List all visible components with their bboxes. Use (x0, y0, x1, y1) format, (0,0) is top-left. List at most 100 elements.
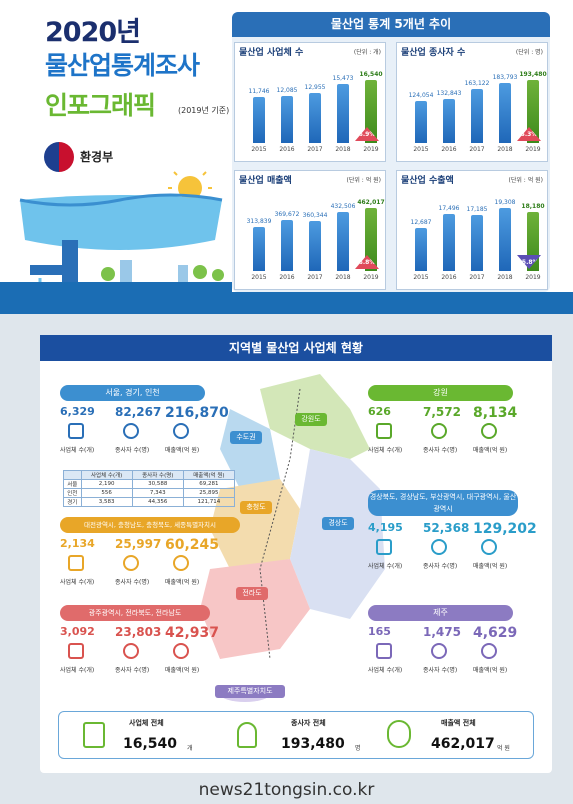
trend-bar (309, 221, 321, 271)
region-chung-title: 대전광역시, 충청남도, 충청북도, 세종특별자치시 (60, 517, 240, 533)
totals-box: 사업체 전체 16,540 개 종사자 전체 193,480 명 매출액 전체 … (58, 711, 534, 759)
person-icon (431, 539, 447, 555)
trend-chart-unit: (단위 : 개) (353, 49, 381, 56)
trend-year-label: 2015 (413, 146, 429, 153)
total-biz-label: 사업체 전체 (129, 719, 164, 727)
trend-year-label: 2015 (251, 146, 267, 153)
trend-year-label: 2018 (335, 274, 351, 281)
trend-bar-value: 124,054 (408, 92, 434, 99)
building-icon (68, 423, 84, 439)
money-bag-icon (173, 555, 189, 571)
trend-bar-value: 132,843 (436, 90, 462, 97)
trend-chart: 물산업 종사자 수 (단위 : 명) 124,054 2015 132,843 2016 1… (396, 42, 548, 162)
top-divider (0, 292, 573, 314)
trend-year-label: 2016 (441, 146, 457, 153)
trend-bar (337, 84, 349, 143)
building-icon (83, 722, 105, 748)
trend-bar (415, 228, 427, 271)
table-cell: 44,356 (131, 497, 184, 507)
trend-bar (365, 208, 377, 271)
region-seoul-title: 서울, 경기, 인천 (60, 385, 205, 401)
title-main: 물산업통계조사 (45, 51, 200, 80)
trend-bar-value: 19,308 (494, 199, 516, 206)
total-emp-unit: 명 (355, 745, 361, 752)
region-jeju-title: 제주 (368, 605, 513, 621)
total-rev-label: 매출액 전체 (441, 719, 476, 727)
trend-year-label: 2019 (363, 274, 379, 281)
trend-year-label: 2018 (497, 274, 513, 281)
region-emp-label: 종사자 수(명) (423, 447, 458, 454)
money-bag-icon (481, 643, 497, 659)
money-bag-icon (481, 423, 497, 439)
region-biz-value: 4,195 (368, 521, 403, 534)
map-tag-gangwon: 강원도 (295, 413, 327, 426)
region-emp-label: 종사자 수(명) (423, 667, 458, 674)
region-rev-value: 129,202 (473, 521, 537, 537)
region-biz-value: 165 (368, 625, 391, 638)
regional-card: 지역별 물산업 사업체 현황 수도권 강원도 충청도 경상도 전라도 제주특별자… (40, 335, 552, 773)
trend-bar (471, 89, 483, 143)
trend-bar-value: 369,672 (274, 211, 300, 218)
region-biz-value: 626 (368, 405, 391, 418)
table-cell: 인천 (63, 488, 82, 498)
region-emp-label: 종사자 수(명) (115, 579, 150, 586)
trend-bar-value: 12,085 (276, 87, 298, 94)
table-cell: 69,281 (182, 479, 236, 489)
region-emp-value: 82,267 (115, 405, 162, 419)
total-emp-value: 193,480 (281, 736, 345, 752)
trend-year-label: 2015 (251, 274, 267, 281)
trend-bar-value: 12,687 (410, 219, 432, 226)
trend-chart-unit: (단위 : 명) (515, 49, 543, 56)
region-rev-label: 매출액(억 원) (473, 563, 508, 570)
region-emp-label: 종사자 수(명) (423, 563, 458, 570)
ministry-logo-icon (44, 142, 74, 172)
table-head: 사업체 수(개) (80, 470, 133, 480)
title-year: 2020년 (45, 17, 141, 48)
trend-chart-title: 물산업 종사자 수 (401, 48, 466, 58)
region-gyeong-title: 경상북도, 경상남도, 부산광역시, 대구광역시, 울산광역시 (368, 490, 518, 516)
trend-heading: 물산업 통계 5개년 추이 (232, 12, 550, 37)
person-icon (431, 643, 447, 659)
seoul-breakdown-table: 사업체 수(개) 종사자 수(명) 매출액(억 원) 서울 2,190 30,588 69… (63, 470, 236, 507)
trend-year-label: 2015 (413, 274, 429, 281)
region-biz-label: 사업체 수(개) (60, 579, 95, 586)
region-emp-value: 1,475 (423, 625, 461, 639)
region-biz-label: 사업체 수(개) (368, 563, 403, 570)
region-biz-value: 6,329 (60, 405, 95, 418)
trend-bar-value: 11,746 (248, 88, 270, 95)
total-biz-unit: 개 (187, 745, 193, 752)
money-bag-icon (173, 423, 189, 439)
region-emp-value: 25,997 (115, 537, 162, 551)
trend-chart: 물산업 매출액 (단위 : 억 원) 313,839 2015 369,672 2016 3… (234, 170, 386, 290)
trend-bar (309, 93, 321, 143)
map-tag-jeju: 제주특별자치도 (215, 685, 285, 698)
trend-year-label: 2016 (441, 274, 457, 281)
person-icon (123, 423, 139, 439)
trend-bar-value: 12,955 (304, 84, 326, 91)
trend-bar (443, 99, 455, 143)
trend-bar-value: 17,185 (466, 206, 488, 213)
total-biz-value: 16,540 (123, 736, 178, 752)
trend-year-label: 2017 (307, 146, 323, 153)
money-bag-icon (481, 539, 497, 555)
trend-bar-value: 193,480 (519, 71, 547, 78)
trend-chart: 물산업 수출액 (단위 : 억 원) 12,687 2015 17,496 2016 17,… (396, 170, 548, 290)
region-emp-value: 52,368 (423, 521, 470, 535)
ministry-name: 환경부 (80, 150, 114, 164)
person-icon (431, 423, 447, 439)
map-tag-jeolla: 전라도 (236, 587, 268, 600)
money-bag-icon (173, 643, 189, 659)
person-icon (123, 643, 139, 659)
map-tag-gyeong: 경상도 (322, 517, 354, 530)
region-rev-label: 매출액(억 원) (165, 447, 200, 454)
table-cell: 경기 (63, 497, 82, 507)
region-rev-value: 8,134 (473, 405, 518, 421)
trend-chart-title: 물산업 수출액 (401, 176, 454, 186)
region-biz-label: 사업체 수(개) (368, 447, 403, 454)
trend-bar (281, 220, 293, 271)
region-biz-label: 사업체 수(개) (60, 447, 95, 454)
building-icon (68, 555, 84, 571)
trend-year-label: 2016 (279, 274, 295, 281)
region-rev-label: 매출액(억 원) (473, 667, 508, 674)
region-emp-label: 종사자 수(명) (115, 447, 150, 454)
